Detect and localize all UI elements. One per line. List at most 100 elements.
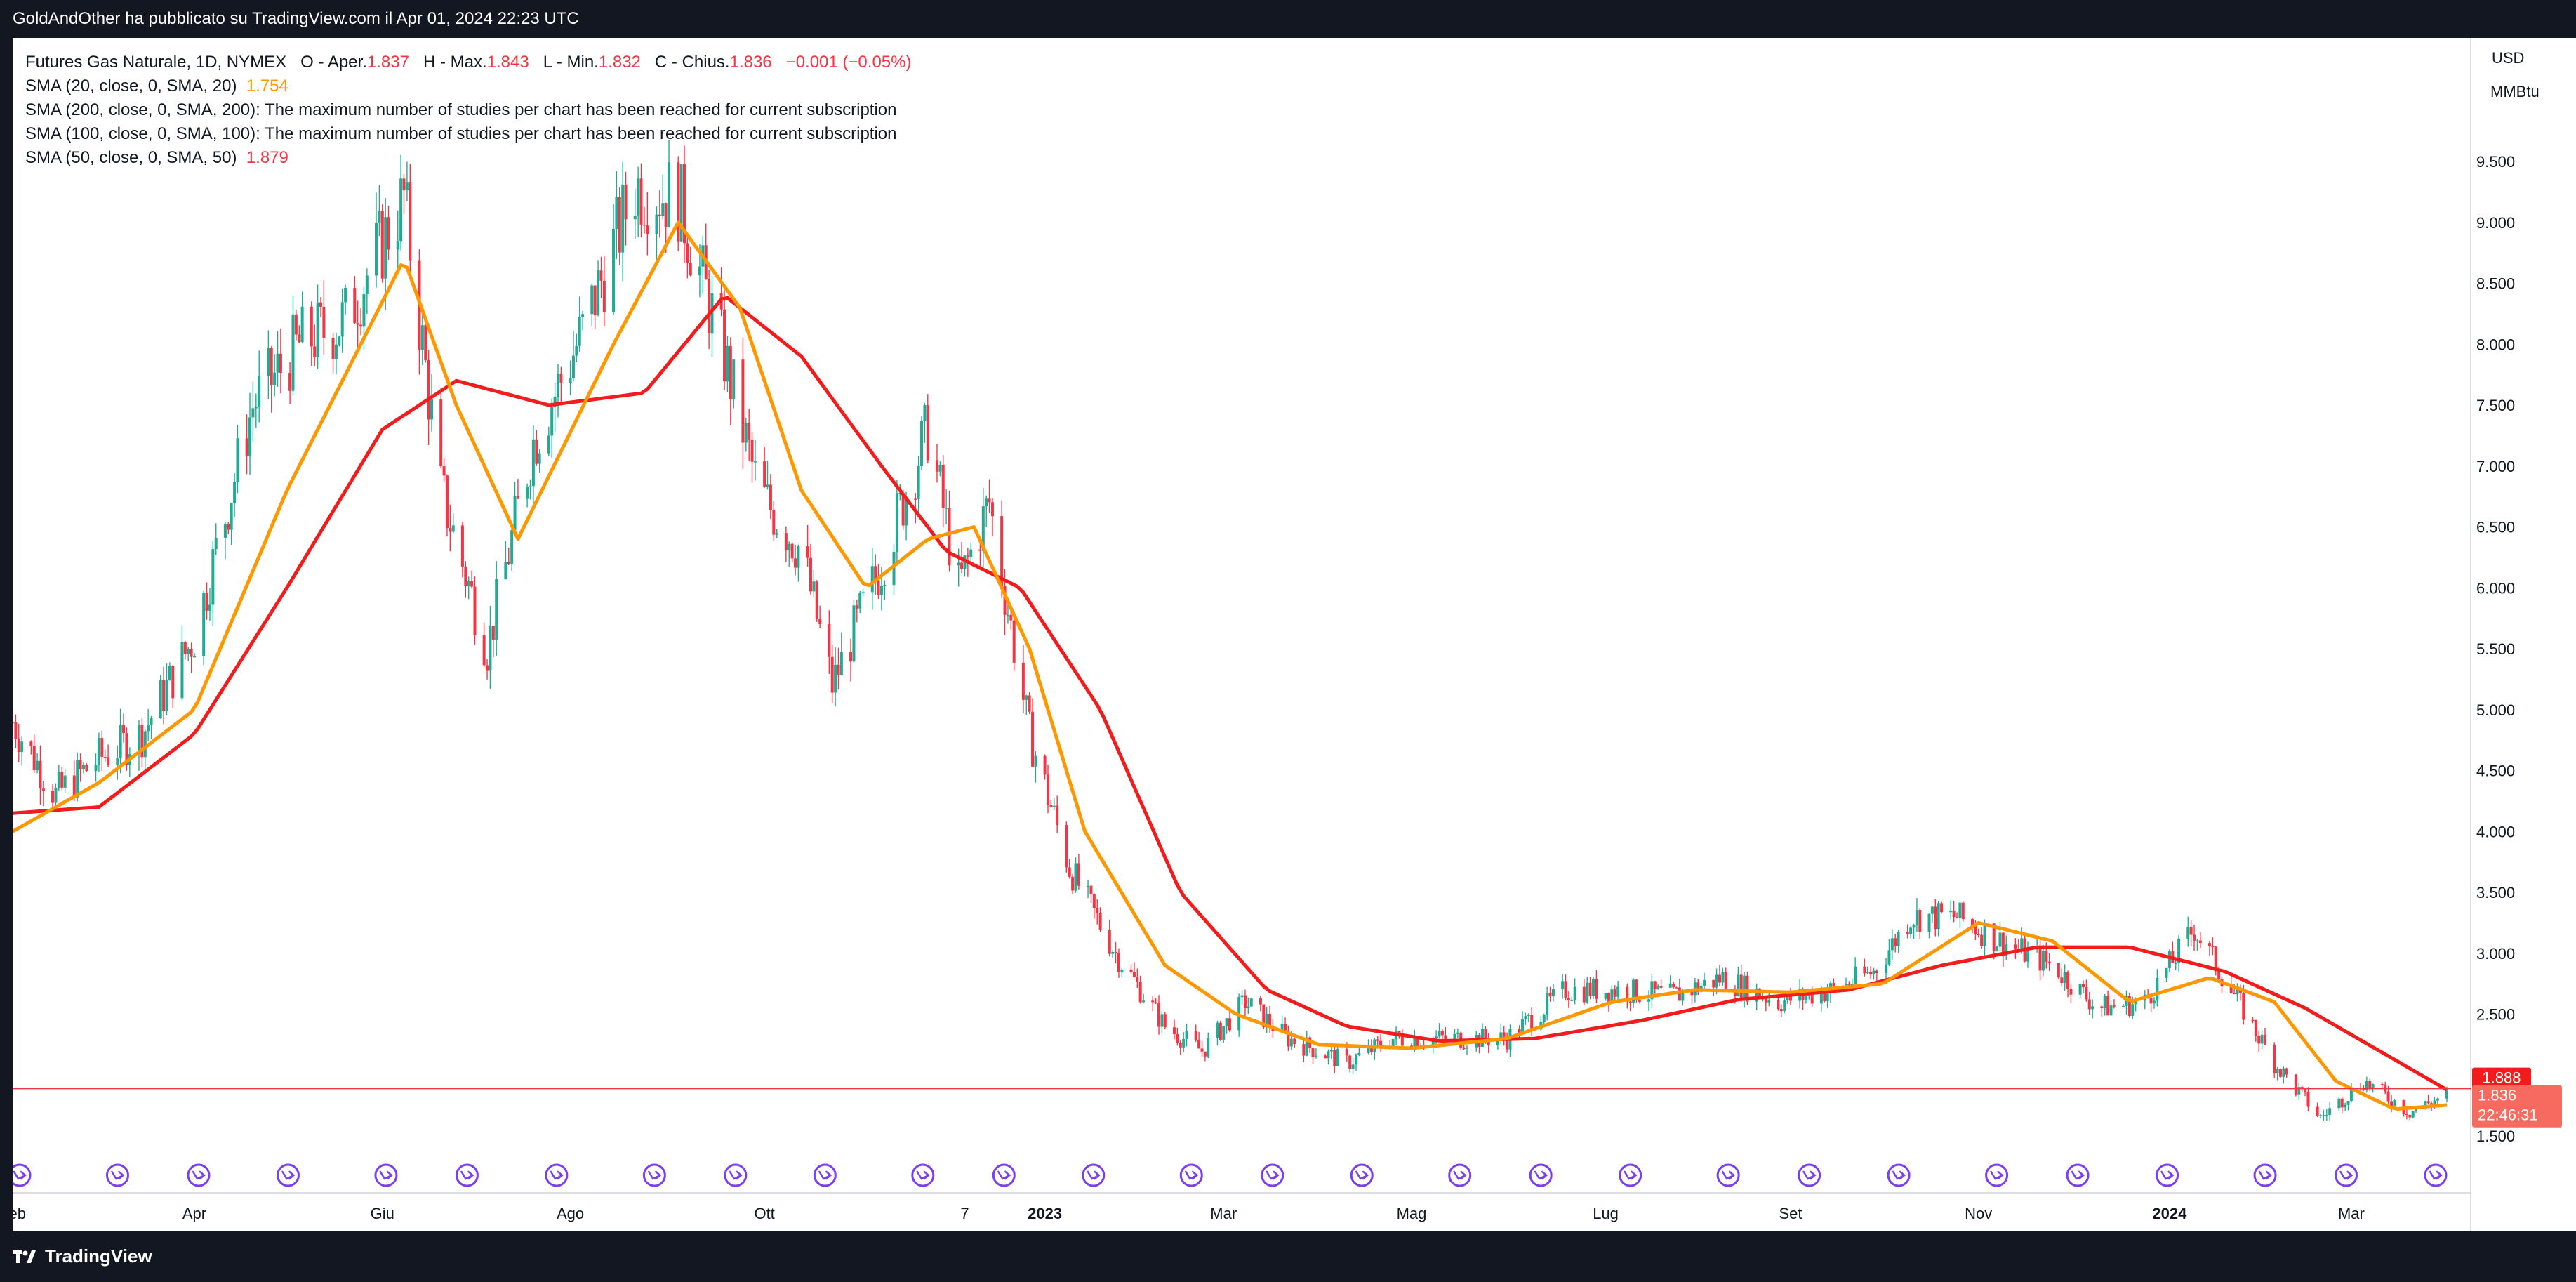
- candle-body: [29, 741, 33, 746]
- event-marker-icon[interactable]: [642, 1163, 666, 1187]
- event-marker-icon[interactable]: [2253, 1163, 2277, 1187]
- candle-body: [233, 482, 237, 503]
- event-marker-icon[interactable]: [276, 1163, 300, 1187]
- candle-body: [1527, 1015, 1530, 1017]
- candle-body: [1737, 974, 1740, 996]
- candle-body: [85, 765, 88, 772]
- time-axis[interactable]: Feb Apr Giu Ago Ott 7 2023 Mar Mag Lug Set Nov 2024 M…: [13, 1205, 2365, 1222]
- candle-body: [375, 223, 378, 276]
- candle-body: [677, 162, 680, 242]
- candle-body: [1847, 983, 1851, 986]
- candle-body: [2242, 993, 2245, 1020]
- chart-pane[interactable]: USD MMBtu 1.5002.0002.5003.0003.5004.000…: [13, 38, 2576, 1231]
- candle-body: [473, 586, 477, 635]
- candle-body: [427, 360, 430, 420]
- price-axis[interactable]: USD MMBtu 1.5002.0002.5003.0003.5004.000…: [2476, 49, 2540, 1145]
- candle-body: [1499, 1032, 1503, 1039]
- candle-body: [2380, 1084, 2384, 1085]
- event-marker-icon[interactable]: [724, 1163, 748, 1187]
- candle-body: [1586, 982, 1589, 1003]
- event-marker-icon[interactable]: [1619, 1163, 1642, 1187]
- candle-body: [679, 164, 683, 242]
- candle-body: [2156, 977, 2159, 1001]
- x-tick-label: Ott: [754, 1205, 774, 1222]
- event-marker-icon[interactable]: [813, 1163, 837, 1187]
- candle-body: [159, 680, 162, 719]
- candle-body: [2229, 986, 2233, 993]
- candle-body: [612, 228, 616, 312]
- y-tick-label: 7.500: [2476, 397, 2515, 414]
- candle-body: [1940, 903, 1944, 913]
- candle-body: [1265, 1013, 1268, 1028]
- candle-body: [384, 217, 387, 279]
- candle-body: [966, 555, 969, 557]
- candle-body: [2386, 1091, 2390, 1102]
- candle-body: [2362, 1089, 2365, 1091]
- candle-body: [2165, 967, 2168, 978]
- x-tick-label: 2023: [1028, 1205, 1062, 1222]
- candle-body: [1413, 1038, 1416, 1050]
- candle-body: [449, 528, 452, 532]
- candle-body: [879, 586, 883, 595]
- candle-body: [775, 533, 778, 535]
- event-marker-icon[interactable]: [1529, 1163, 1553, 1187]
- candle-body: [1268, 1013, 1272, 1026]
- candle-body: [578, 317, 581, 346]
- candle-body: [211, 548, 215, 605]
- event-marker-icon[interactable]: [455, 1163, 479, 1187]
- candle-body: [2316, 1106, 2319, 1116]
- event-marker-icon[interactable]: [1716, 1163, 1740, 1187]
- event-marker-icon[interactable]: [1985, 1163, 2009, 1187]
- unit-label[interactable]: MMBtu: [2490, 83, 2540, 100]
- event-marker-icon[interactable]: [105, 1163, 129, 1187]
- sma50-line[interactable]: [13, 296, 2448, 1092]
- candle-body: [682, 164, 686, 244]
- candle-body: [978, 549, 982, 551]
- candle-body: [294, 314, 298, 335]
- candle-body: [559, 374, 563, 383]
- candle-body: [1635, 979, 1638, 1000]
- candle-body: [230, 503, 233, 530]
- event-marker-icon[interactable]: [2335, 1163, 2358, 1187]
- event-marker-icon[interactable]: [2156, 1163, 2179, 1187]
- candle-body: [1129, 969, 1133, 972]
- candle-body: [1992, 923, 1996, 951]
- event-marker-icon[interactable]: [545, 1163, 569, 1187]
- candle-body: [1764, 998, 1767, 1003]
- event-marker-icon[interactable]: [911, 1163, 935, 1187]
- candle-body: [2273, 1044, 2276, 1073]
- candle-body: [1132, 972, 1136, 977]
- candle-body: [1758, 988, 1762, 999]
- event-marker-icon[interactable]: [992, 1163, 1016, 1187]
- candle-body: [1071, 876, 1075, 891]
- event-marker-icon[interactable]: [374, 1163, 398, 1187]
- candle-body: [815, 581, 818, 619]
- candle-body: [338, 336, 341, 345]
- candle-body: [2045, 950, 2048, 962]
- event-marker-icon[interactable]: [187, 1163, 211, 1187]
- event-marker-icon[interactable]: [1350, 1163, 1374, 1187]
- currency-label[interactable]: USD: [2492, 49, 2524, 67]
- event-marker-icon[interactable]: [2066, 1163, 2090, 1187]
- candle-body: [193, 656, 197, 658]
- event-marker-icon[interactable]: [1261, 1163, 1284, 1187]
- candle-body: [2211, 946, 2215, 948]
- tradingview-logo[interactable]: TradingView: [13, 1245, 152, 1267]
- candle-body: [526, 487, 529, 499]
- y-tick-label: 6.000: [2476, 579, 2515, 597]
- event-marker-icon[interactable]: [1887, 1163, 1911, 1187]
- candle-body: [187, 648, 190, 654]
- event-marker-icon[interactable]: [1798, 1163, 1821, 1187]
- event-marker-icon[interactable]: [1082, 1163, 1106, 1187]
- event-marker-icon[interactable]: [1179, 1163, 1203, 1187]
- candle-body: [409, 182, 412, 261]
- event-marker-icon[interactable]: [1448, 1163, 1472, 1187]
- event-marker-icon[interactable]: [2424, 1163, 2448, 1187]
- candle-body: [1172, 1027, 1176, 1034]
- sma20-line[interactable]: [13, 220, 2448, 1111]
- candle-body: [905, 498, 908, 526]
- event-marker-icon[interactable]: [13, 1163, 32, 1187]
- price-chart[interactable]: USD MMBtu 1.5002.0002.5003.0003.5004.000…: [13, 38, 2576, 1231]
- candle-body: [13, 722, 14, 723]
- candle-body: [486, 665, 489, 671]
